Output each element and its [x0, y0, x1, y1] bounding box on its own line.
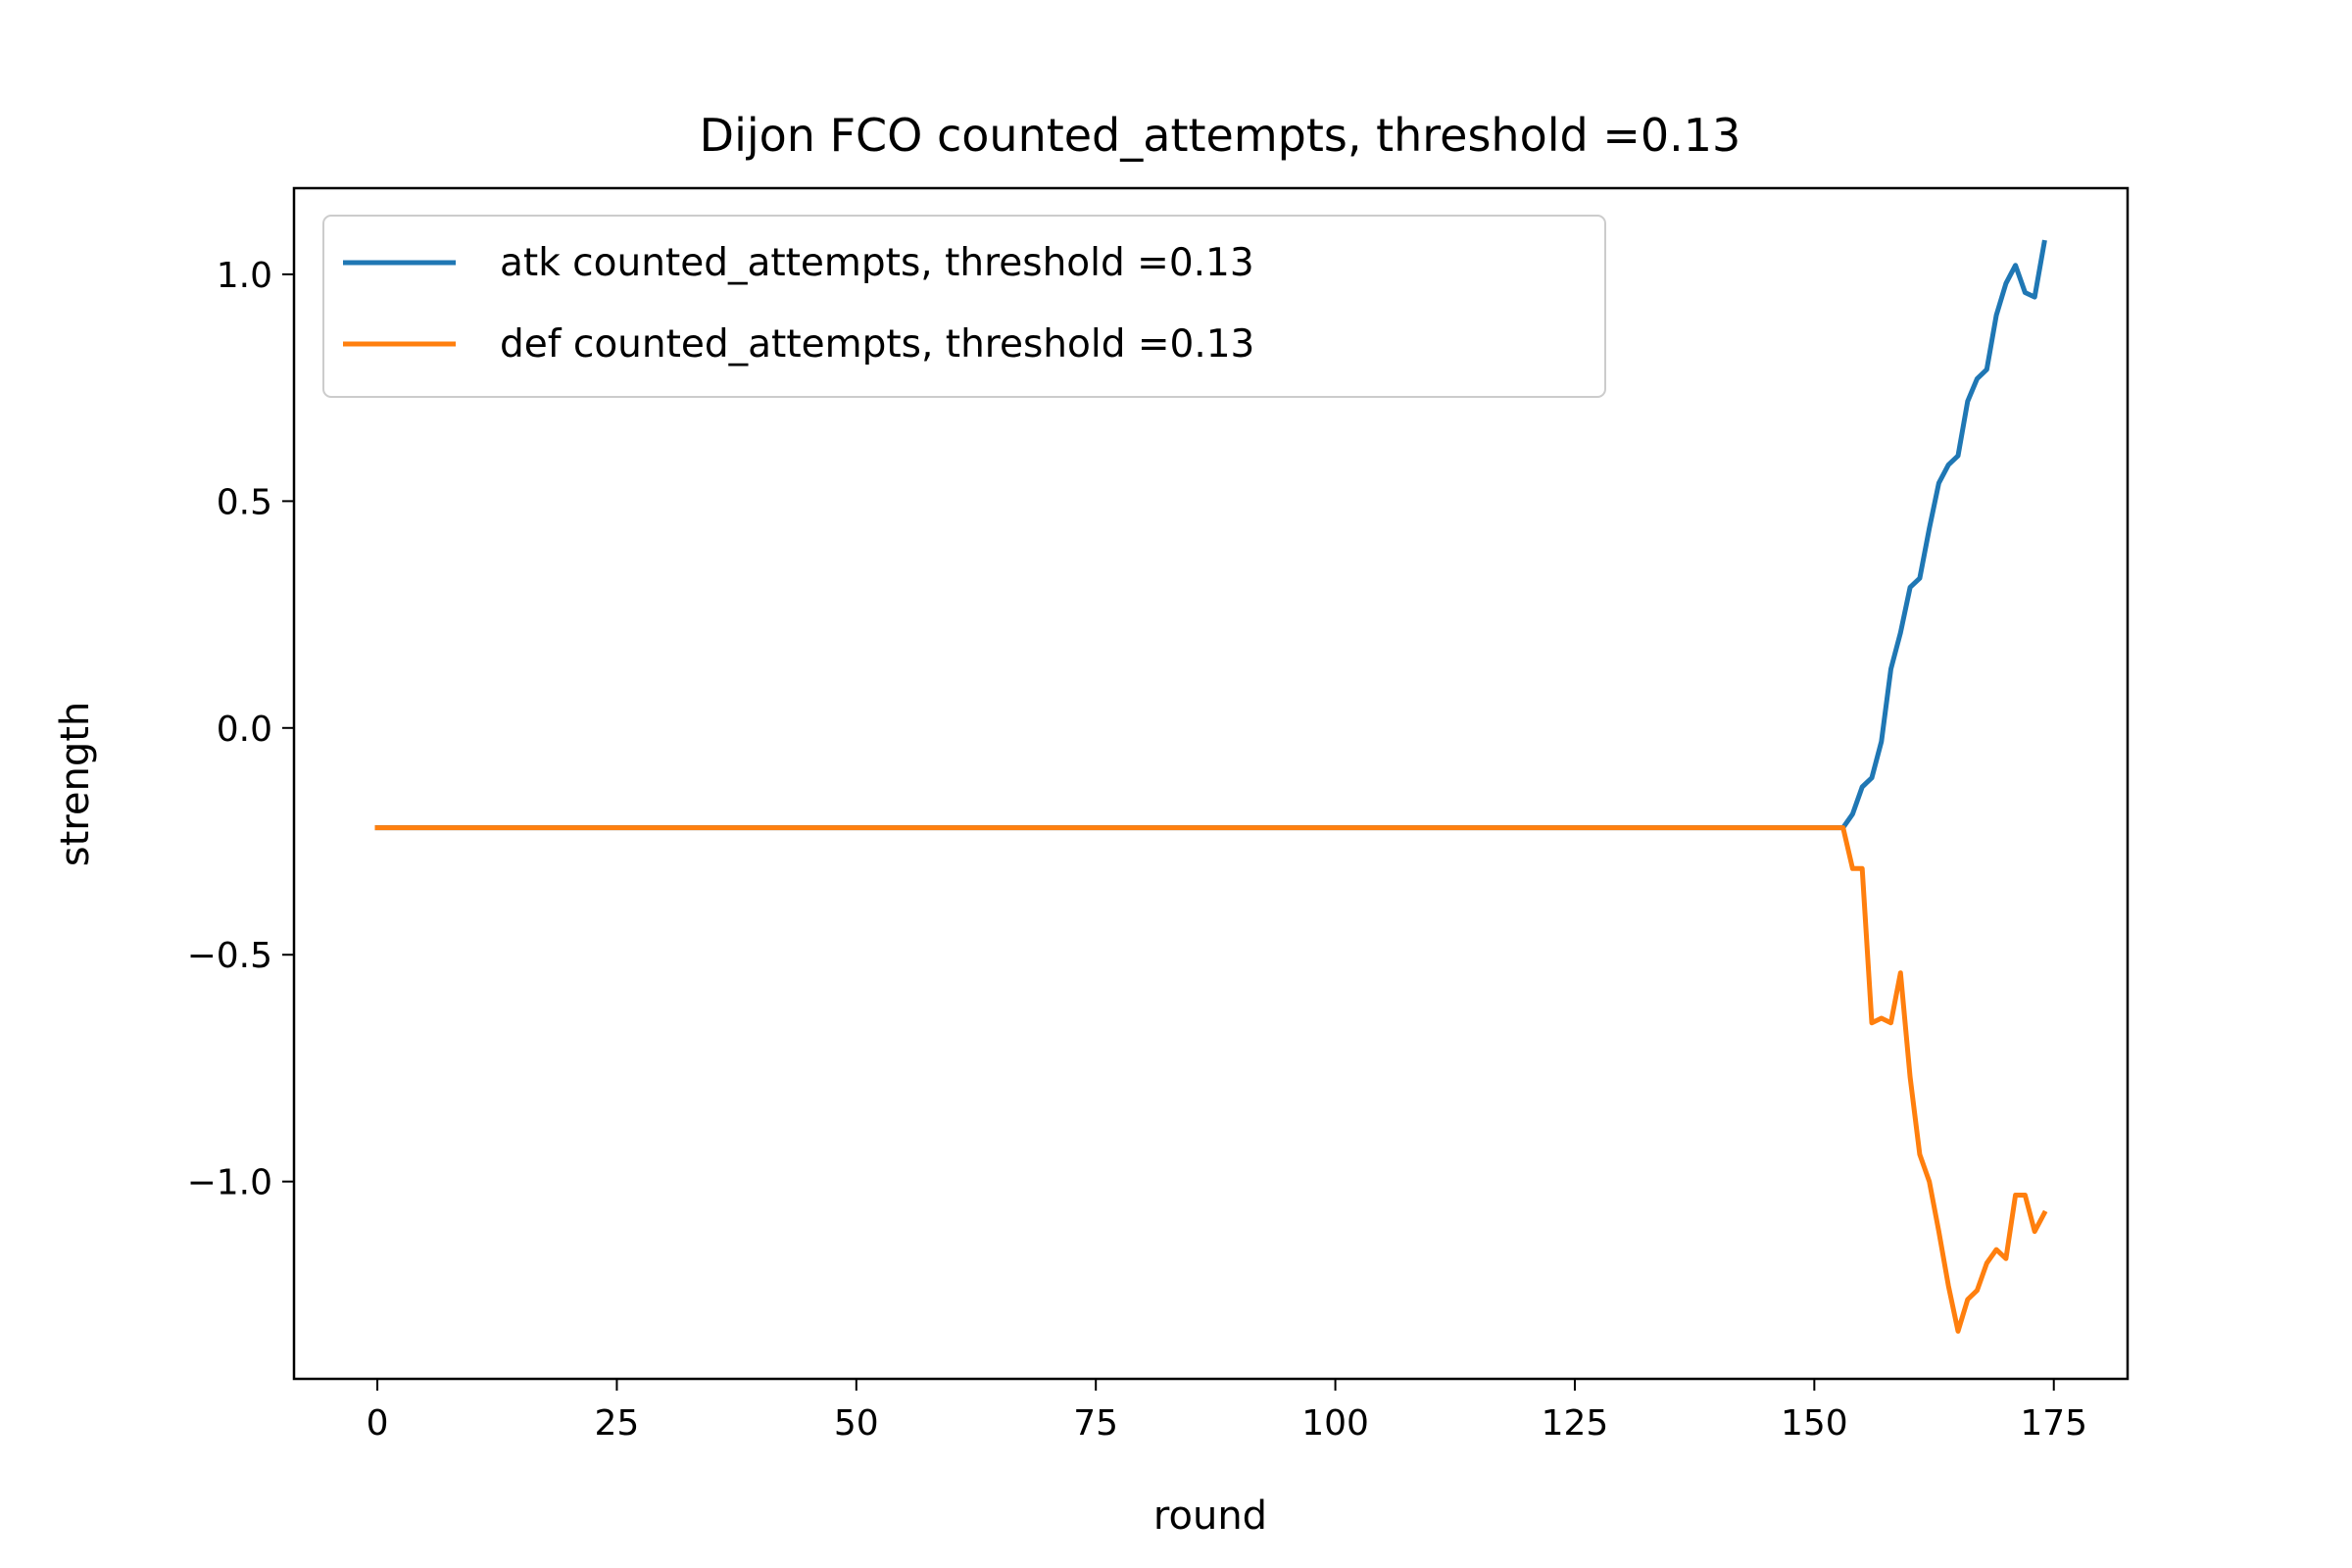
x-tick-label: 100: [1301, 1403, 1369, 1444]
y-tick-label: 0.0: [217, 710, 272, 750]
series-layer: [374, 239, 2048, 1334]
x-tick-label: 75: [1073, 1403, 1118, 1444]
legend-label: atk counted_attempts, threshold =0.13: [500, 241, 1254, 285]
x-tick-label: 125: [1542, 1403, 1609, 1444]
chart-title: Dijon FCO counted_attempts, threshold =0…: [700, 109, 1741, 162]
x-axis: 0 25 50 75 100 125 150 175: [367, 1379, 2087, 1444]
legend-box: [322, 215, 1606, 398]
x-tick-label: 50: [834, 1403, 879, 1444]
x-tick-label: 150: [1781, 1403, 1848, 1444]
y-axis: 1.0 0.5 0.0 −0.5 −1.0: [187, 256, 294, 1203]
y-axis-label: strength: [53, 702, 98, 866]
x-tick-label: 25: [595, 1403, 640, 1444]
legend: atk counted_attempts, threshold =0.13 def…: [322, 215, 1606, 398]
legend-label: def counted_attempts, threshold =0.13: [500, 322, 1254, 367]
y-tick-label: 1.0: [217, 256, 272, 296]
series-line-atk: [374, 239, 2047, 831]
series-line-def: [374, 825, 2048, 1334]
y-tick-label: −0.5: [187, 936, 272, 976]
y-tick-label: −1.0: [187, 1163, 272, 1203]
plot-frame: [292, 186, 2130, 1381]
x-tick-label: 175: [2020, 1403, 2087, 1444]
x-tick-label: 0: [367, 1403, 389, 1444]
y-tick-label: 0.5: [217, 482, 272, 522]
x-axis-label: round: [1153, 1494, 1267, 1539]
